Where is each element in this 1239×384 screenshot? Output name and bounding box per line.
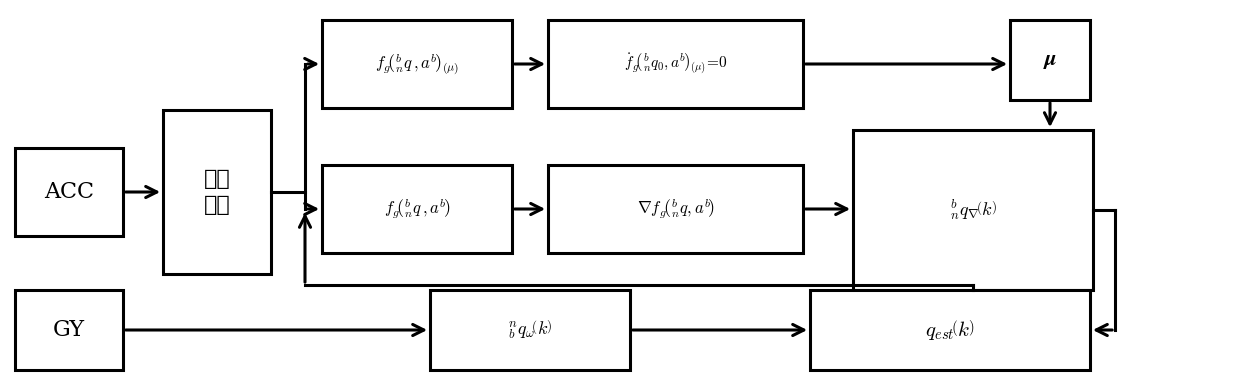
Bar bbox=[15, 148, 123, 236]
Text: $f_g\!\left(\!\,^b_nq\,,a^b\!\right)$: $f_g\!\left(\!\,^b_nq\,,a^b\!\right)$ bbox=[384, 197, 450, 221]
Bar bbox=[15, 290, 123, 370]
Text: GY: GY bbox=[53, 319, 85, 341]
Bar bbox=[430, 290, 629, 370]
Bar bbox=[322, 20, 512, 108]
Bar bbox=[164, 110, 271, 274]
Bar bbox=[810, 290, 1090, 370]
Bar bbox=[852, 130, 1093, 290]
Bar bbox=[322, 165, 512, 253]
Text: ACC: ACC bbox=[45, 181, 94, 203]
Text: $\nabla f_g\!\left(\!\,^b_nq,a^b\!\right)$: $\nabla f_g\!\left(\!\,^b_nq,a^b\!\right… bbox=[637, 197, 715, 221]
Text: 平滑
处理: 平滑 处理 bbox=[203, 168, 230, 216]
Bar bbox=[548, 20, 803, 108]
Text: $^n_bq_{\omega}\!\left(k\right)$: $^n_bq_{\omega}\!\left(k\right)$ bbox=[508, 319, 553, 341]
Bar bbox=[1010, 20, 1090, 100]
Text: $q_{est}\!\left(k\right)$: $q_{est}\!\left(k\right)$ bbox=[926, 318, 975, 342]
Text: $^b_nq_{\nabla}\!\left(k\right)$: $^b_nq_{\nabla}\!\left(k\right)$ bbox=[949, 198, 996, 222]
Text: $f_g\!\left(\!\,^b_nq\,,a^b\!\right)_{(\mu)}$: $f_g\!\left(\!\,^b_nq\,,a^b\!\right)_{(\… bbox=[375, 51, 458, 76]
Text: $\dot{f}_g\!\left(\!\,^b_nq_0,a^b\!\right)_{(\mu)}\!=\!0$: $\dot{f}_g\!\left(\!\,^b_nq_0,a^b\!\righ… bbox=[623, 51, 727, 76]
Bar bbox=[548, 165, 803, 253]
Text: $\boldsymbol{\mu}$: $\boldsymbol{\mu}$ bbox=[1043, 49, 1057, 71]
